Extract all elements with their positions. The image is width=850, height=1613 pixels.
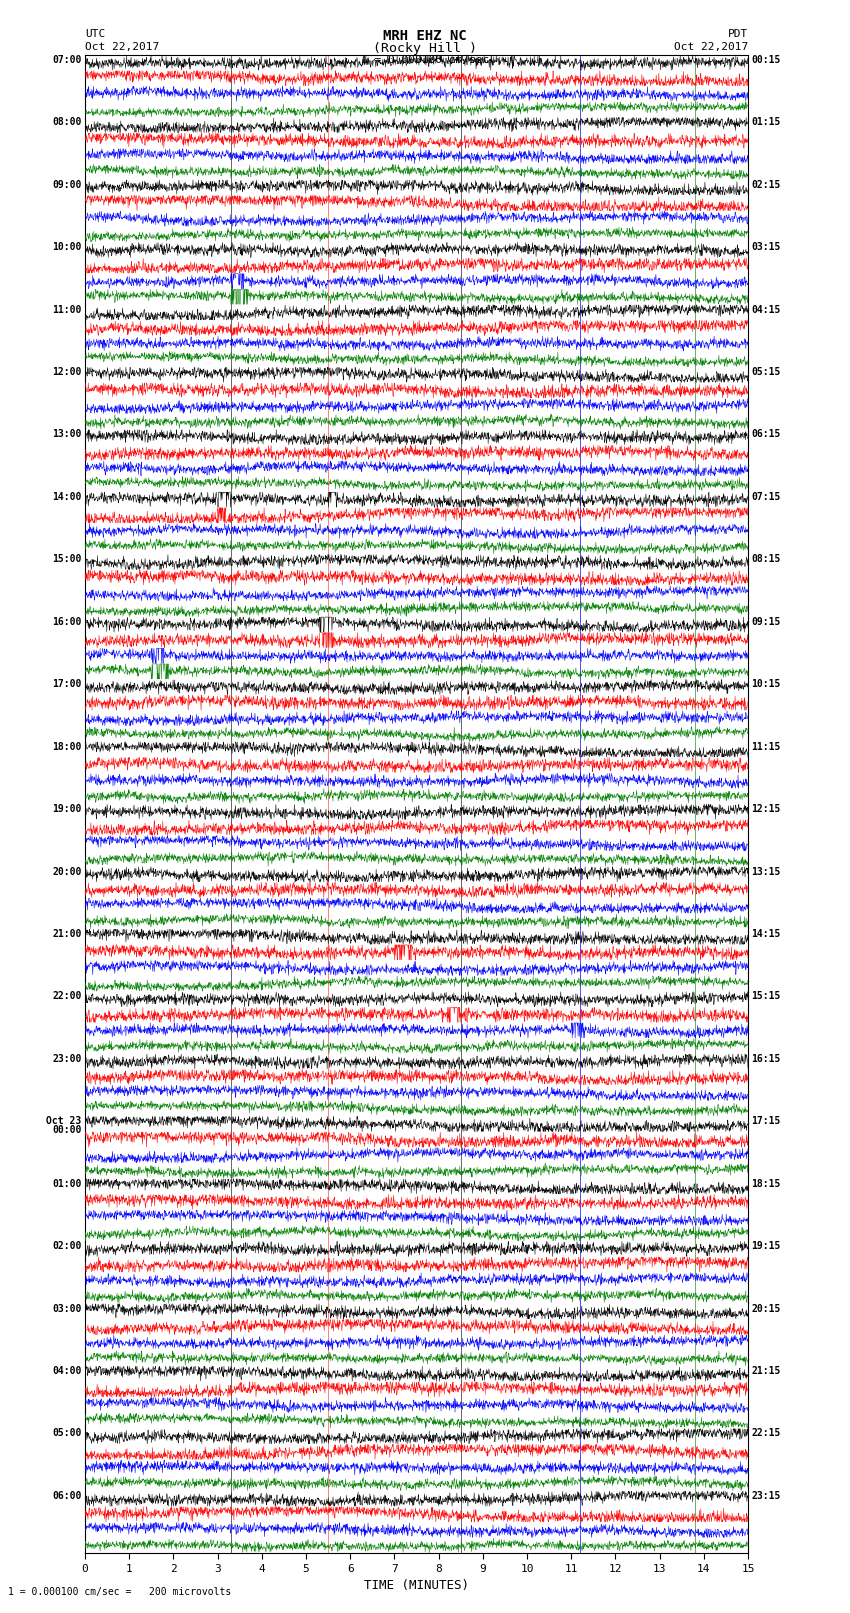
Text: 17:00: 17:00 [53,679,82,689]
Text: 08:00: 08:00 [53,118,82,127]
Text: 10:00: 10:00 [53,242,82,252]
Text: 18:15: 18:15 [751,1179,780,1189]
Text: 19:00: 19:00 [53,803,82,815]
Text: 16:15: 16:15 [751,1053,780,1065]
Text: MRH EHZ NC: MRH EHZ NC [383,29,467,44]
Text: Oct 22,2017: Oct 22,2017 [85,42,159,52]
Text: 1 = 0.000100 cm/sec =   200 microvolts: 1 = 0.000100 cm/sec = 200 microvolts [8,1587,232,1597]
Text: 22:15: 22:15 [751,1429,780,1439]
Text: 20:15: 20:15 [751,1303,780,1313]
Text: 04:15: 04:15 [751,305,780,315]
Text: 17:15: 17:15 [751,1116,780,1126]
Text: 19:15: 19:15 [751,1240,780,1252]
Text: 08:15: 08:15 [751,555,780,565]
Text: 09:15: 09:15 [751,616,780,627]
Text: 10:15: 10:15 [751,679,780,689]
Text: 15:15: 15:15 [751,992,780,1002]
Text: 12:00: 12:00 [53,368,82,377]
X-axis label: TIME (MINUTES): TIME (MINUTES) [364,1579,469,1592]
Text: 21:15: 21:15 [751,1366,780,1376]
Text: 03:00: 03:00 [53,1303,82,1313]
Text: 16:00: 16:00 [53,616,82,627]
Text: 00:15: 00:15 [751,55,780,65]
Text: 12:15: 12:15 [751,803,780,815]
Text: 06:15: 06:15 [751,429,780,439]
Text: 14:00: 14:00 [53,492,82,502]
Text: 03:15: 03:15 [751,242,780,252]
Text: 21:00: 21:00 [53,929,82,939]
Text: 07:15: 07:15 [751,492,780,502]
Text: 14:15: 14:15 [751,929,780,939]
Text: UTC: UTC [85,29,105,39]
Text: 20:00: 20:00 [53,866,82,876]
Text: 07:00: 07:00 [53,55,82,65]
Text: Oct 23: Oct 23 [47,1116,82,1126]
Text: 23:00: 23:00 [53,1053,82,1065]
Text: 13:00: 13:00 [53,429,82,439]
Text: 02:00: 02:00 [53,1240,82,1252]
Text: 06:00: 06:00 [53,1490,82,1500]
Text: 18:00: 18:00 [53,742,82,752]
Text: 01:15: 01:15 [751,118,780,127]
Text: 00:00: 00:00 [53,1126,82,1136]
Text: 05:00: 05:00 [53,1429,82,1439]
Text: 22:00: 22:00 [53,992,82,1002]
Text: 04:00: 04:00 [53,1366,82,1376]
Text: 05:15: 05:15 [751,368,780,377]
Text: (Rocky Hill ): (Rocky Hill ) [373,42,477,55]
Text: 11:00: 11:00 [53,305,82,315]
Text: Oct 22,2017: Oct 22,2017 [674,42,748,52]
Text: I = 0.000100 cm/sec: I = 0.000100 cm/sec [361,55,489,65]
Text: PDT: PDT [728,29,748,39]
Text: 11:15: 11:15 [751,742,780,752]
Text: 15:00: 15:00 [53,555,82,565]
Text: 01:00: 01:00 [53,1179,82,1189]
Text: 13:15: 13:15 [751,866,780,876]
Text: 02:15: 02:15 [751,179,780,190]
Text: 09:00: 09:00 [53,179,82,190]
Text: 23:15: 23:15 [751,1490,780,1500]
